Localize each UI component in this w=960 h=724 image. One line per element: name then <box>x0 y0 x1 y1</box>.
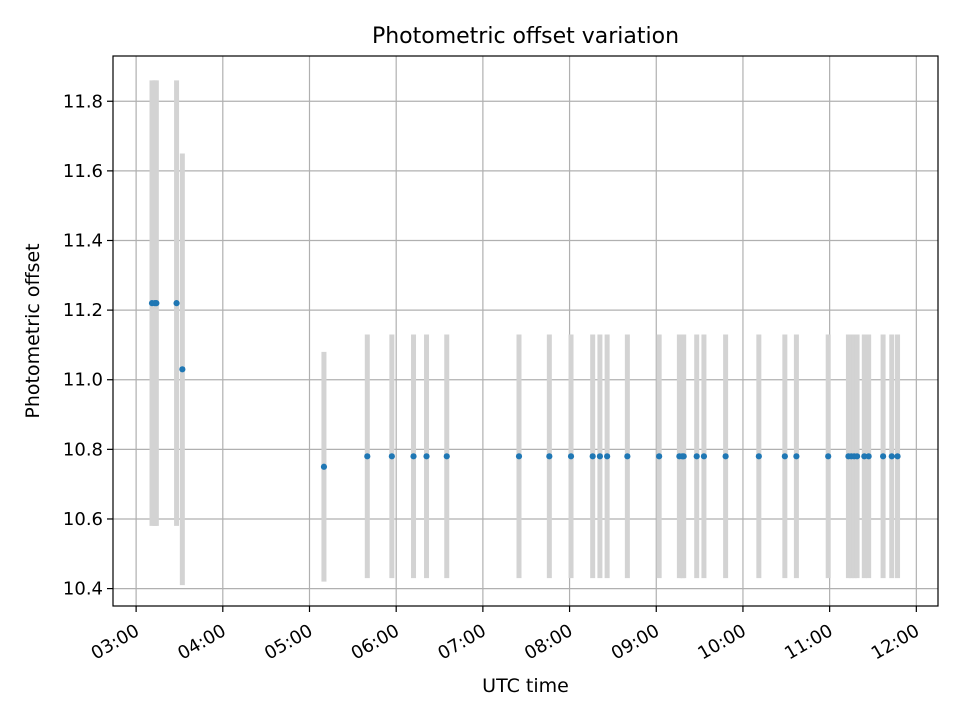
data-point <box>624 453 631 460</box>
data-point <box>320 463 328 470</box>
grid-layer <box>113 56 938 606</box>
data-point <box>700 453 708 460</box>
data-point <box>894 453 901 460</box>
y-tick-label: 10.8 <box>63 439 103 460</box>
data-point <box>443 453 450 460</box>
data-point <box>825 453 832 460</box>
y-tick-label: 11.4 <box>63 230 103 251</box>
data-point <box>596 453 604 460</box>
data-point <box>153 300 160 307</box>
data-point <box>388 453 395 460</box>
data-point <box>755 453 762 460</box>
data-point <box>680 453 687 460</box>
y-tick-label: 11.8 <box>63 91 103 112</box>
data-point <box>173 300 180 307</box>
data-point <box>853 453 861 460</box>
data-point <box>515 453 523 460</box>
x-axis-label: UTC time <box>482 675 569 697</box>
data-point <box>179 366 186 373</box>
data-point <box>604 453 611 460</box>
point-layer <box>148 300 901 470</box>
y-tick-label: 10.4 <box>63 579 103 600</box>
data-point <box>888 453 895 460</box>
data-point <box>879 453 887 460</box>
data-point <box>693 453 700 460</box>
data-point <box>423 453 430 460</box>
data-point <box>865 453 872 460</box>
data-point <box>781 453 788 460</box>
data-point <box>861 453 868 460</box>
data-point <box>410 453 417 460</box>
plot-area-frame <box>112 55 939 607</box>
y-tick-label: 11.2 <box>63 300 103 321</box>
data-point <box>656 453 663 460</box>
y-tick-label: 11.6 <box>63 161 103 182</box>
data-point <box>722 453 729 460</box>
data-point <box>793 453 800 460</box>
y-tick-label: 11.0 <box>63 370 103 391</box>
data-point <box>567 453 575 460</box>
data-point <box>364 453 371 460</box>
y-tick-label: 10.6 <box>63 509 103 530</box>
data-point <box>589 453 596 460</box>
data-point <box>546 453 553 460</box>
chart-title: Photometric offset variation <box>372 24 679 49</box>
y-axis-label: Photometric offset <box>22 243 44 418</box>
